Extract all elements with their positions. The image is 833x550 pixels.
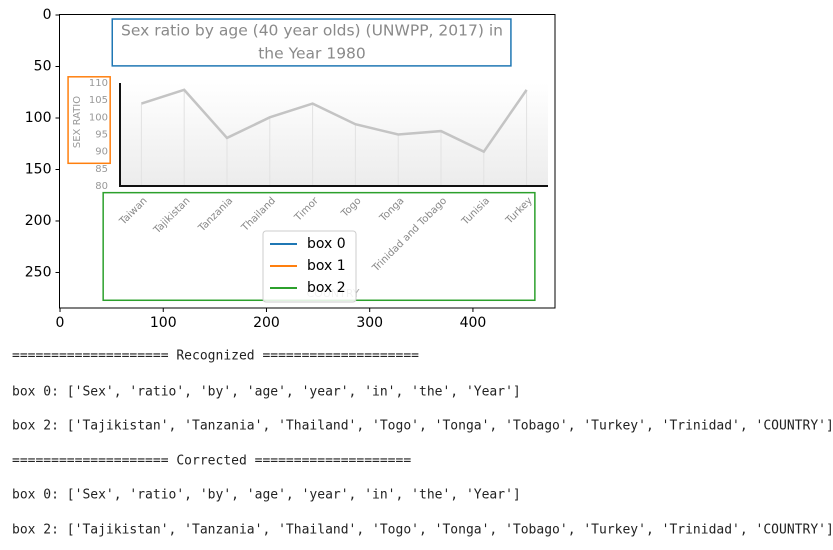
output-line: ==================== Recognized ========…: [12, 349, 419, 364]
image-y-label: SEX RATIO: [72, 96, 83, 148]
legend-label: box 1: [307, 258, 346, 274]
image-x-tick-label: Togo: [339, 195, 364, 220]
image-y-tick-label: 110: [89, 78, 108, 89]
y-tick-label: 150: [25, 161, 52, 177]
legend-label: box 2: [307, 280, 346, 296]
line-series: [141, 88, 528, 154]
axes-frame: [59, 14, 556, 309]
image-axes: [119, 83, 548, 187]
text-output: ==================== Recognized ========…: [12, 349, 833, 538]
legend: box 0 box 1 box 2: [262, 230, 357, 303]
x-tick-label: 400: [460, 315, 487, 331]
bounding-box: [67, 76, 111, 165]
plot-background: [120, 83, 548, 186]
image-x-tick-label: Timor: [292, 195, 321, 224]
image-x-tick-label: Turkey: [503, 195, 535, 227]
legend-frame: [262, 230, 357, 303]
image-x-tick-label: Tunisia: [459, 195, 492, 228]
x-tick-label: 100: [150, 315, 177, 331]
output-line: box 0: ['Sex', 'ratio', 'by', 'age', 'ye…: [12, 385, 521, 400]
image-x-tick-label: Tajikistan: [151, 195, 192, 236]
image-y-tick-label: 80: [95, 181, 108, 192]
image-x-tick-label: Trinidad and Tobago: [370, 195, 449, 274]
image-y-tick-label: 95: [95, 130, 108, 141]
figure: Sex ratio by age (40 year olds) (UNWPP, …: [25, 7, 556, 331]
image-title: the Year 1980: [258, 45, 366, 63]
image-y-tick-label: 85: [95, 164, 108, 175]
output-line: box 0: ['Sex', 'ratio', 'by', 'age', 'ye…: [12, 488, 521, 503]
x-tick-label: 300: [356, 315, 383, 331]
bounding-box: [111, 18, 512, 67]
x-tick-label: 200: [253, 315, 280, 331]
y-tick-label: 200: [25, 213, 52, 229]
y-tick-label: 0: [43, 7, 52, 23]
image-y-tick-label: 100: [89, 112, 108, 123]
legend-label: box 0: [307, 236, 346, 252]
image-y-tick-label: 105: [89, 95, 108, 106]
output-line: box 2: ['Tajikistan', 'Tanzania', 'Thail…: [12, 419, 833, 434]
output-line: ==================== Corrected =========…: [12, 454, 411, 469]
image-title: Sex ratio by age (40 year olds) (UNWPP, …: [121, 22, 503, 40]
image-y-tick-label: 90: [95, 147, 108, 158]
y-tick-label: 250: [25, 264, 52, 280]
image-x-tick-label: Tonga: [377, 195, 406, 224]
image-x-tick-label: Thailand: [239, 195, 278, 234]
y-tick-label: 100: [25, 110, 52, 126]
y-tick-label: 50: [34, 59, 52, 75]
image-x-tick-label: Taiwan: [117, 195, 150, 228]
x-tick-label: 0: [56, 315, 65, 331]
output-line: box 2: ['Tajikistan', 'Tanzania', 'Thail…: [12, 523, 833, 538]
image-x-tick-label: Tanzania: [196, 195, 235, 234]
